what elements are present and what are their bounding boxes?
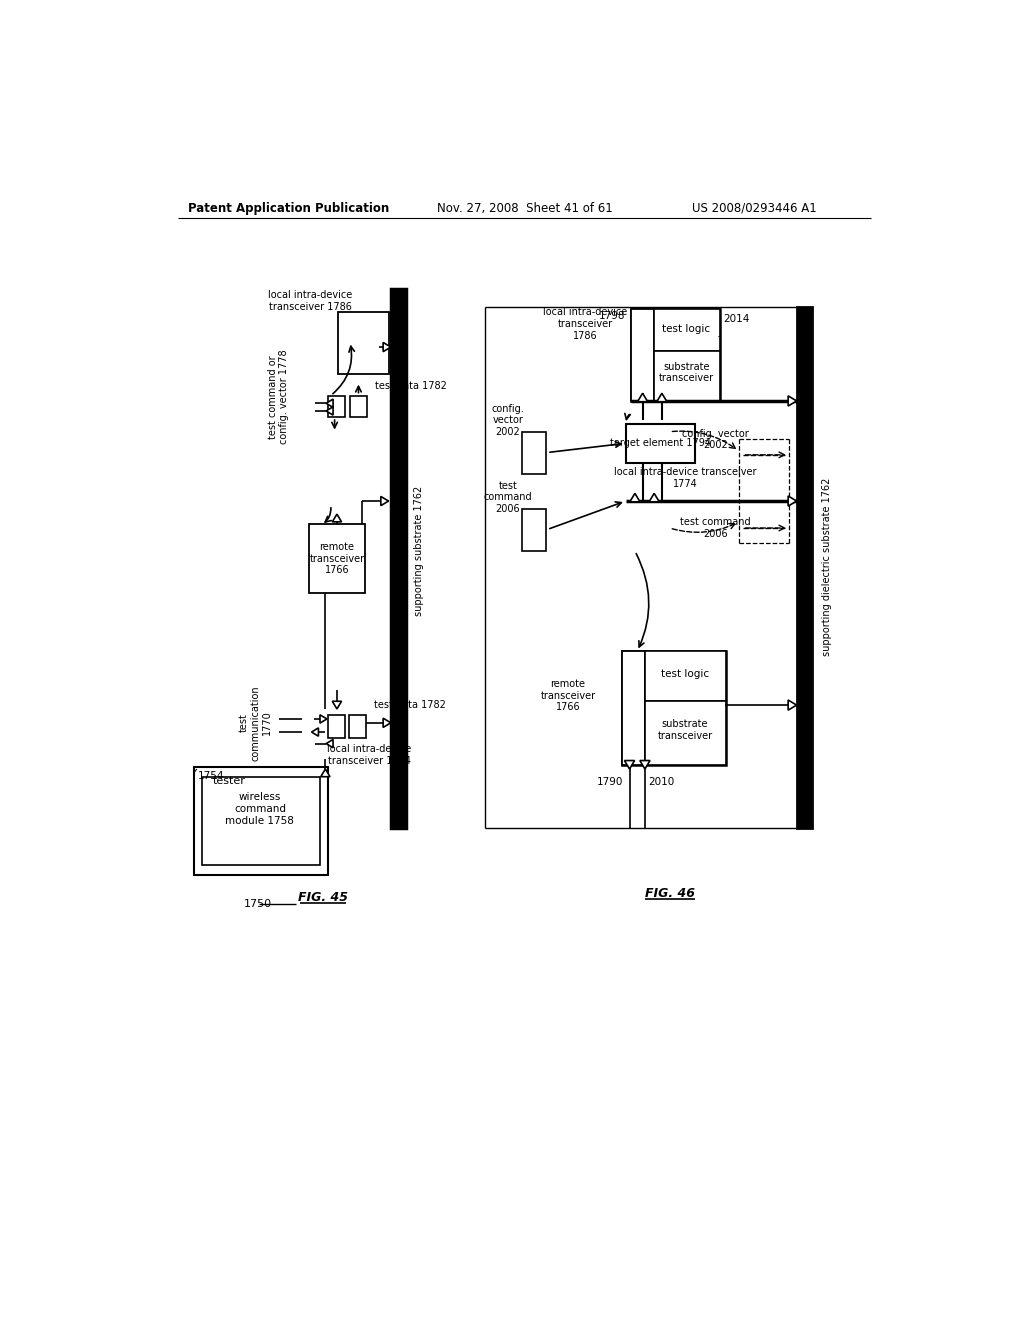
Text: local intra-device
transceiver 1774: local intra-device transceiver 1774 <box>327 744 412 766</box>
Text: supporting substrate 1762: supporting substrate 1762 <box>415 486 424 616</box>
Bar <box>622 651 645 766</box>
Text: Patent Application Publication: Patent Application Publication <box>187 202 389 215</box>
Text: test data 1782: test data 1782 <box>375 380 446 391</box>
Text: Nov. 27, 2008  Sheet 41 of 61: Nov. 27, 2008 Sheet 41 of 61 <box>437 202 612 215</box>
Bar <box>797 308 812 829</box>
Bar <box>631 309 720 401</box>
Bar <box>339 313 388 374</box>
Polygon shape <box>333 701 342 709</box>
Bar <box>654 351 720 401</box>
Bar <box>328 396 345 417</box>
Text: 2010: 2010 <box>648 777 674 787</box>
Polygon shape <box>640 760 650 770</box>
Polygon shape <box>381 496 388 506</box>
Text: test command or
config. vector 1778: test command or config. vector 1778 <box>267 350 289 445</box>
Polygon shape <box>333 515 342 521</box>
Polygon shape <box>311 727 318 737</box>
Polygon shape <box>326 407 333 414</box>
Text: test
command
2006: test command 2006 <box>483 480 532 513</box>
Text: supporting dielectric substrate 1762: supporting dielectric substrate 1762 <box>822 478 833 656</box>
Text: test command
2006: test command 2006 <box>680 517 751 539</box>
Polygon shape <box>321 770 330 776</box>
Polygon shape <box>625 760 635 770</box>
Polygon shape <box>383 342 391 351</box>
Text: local intra-device transceiver
1774: local intra-device transceiver 1774 <box>613 467 756 488</box>
Text: remote
transceiver
1766: remote transceiver 1766 <box>541 680 596 713</box>
Bar <box>622 651 726 766</box>
Text: config.
vector
2002: config. vector 2002 <box>492 404 524 437</box>
Bar <box>349 715 367 738</box>
Bar <box>202 776 319 866</box>
Polygon shape <box>656 393 667 401</box>
Text: substrate
transceiver: substrate transceiver <box>658 362 714 383</box>
Polygon shape <box>630 494 640 502</box>
Bar <box>521 432 547 474</box>
Text: config. vector
2002: config. vector 2002 <box>682 429 750 450</box>
Bar <box>521 508 547 552</box>
Polygon shape <box>326 739 333 747</box>
Text: test logic: test logic <box>660 669 709 680</box>
Text: test logic: test logic <box>663 325 711 334</box>
Bar <box>645 701 726 766</box>
Text: US 2008/0293446 A1: US 2008/0293446 A1 <box>692 202 816 215</box>
Bar <box>654 309 720 351</box>
Text: 2014: 2014 <box>724 314 750 323</box>
Bar <box>309 524 365 594</box>
Text: target element 1794: target element 1794 <box>610 438 711 449</box>
Bar <box>194 767 329 875</box>
Text: substrate
transceiver: substrate transceiver <box>657 719 713 741</box>
Bar <box>350 396 367 417</box>
Text: test data 1782: test data 1782 <box>374 700 445 710</box>
Polygon shape <box>383 718 391 727</box>
Polygon shape <box>319 715 327 723</box>
Text: 1750: 1750 <box>244 899 272 908</box>
Text: test
communication
1770: test communication 1770 <box>239 685 272 760</box>
Polygon shape <box>788 396 797 407</box>
Text: FIG. 46: FIG. 46 <box>644 887 694 900</box>
Bar <box>631 309 654 401</box>
Polygon shape <box>638 393 648 401</box>
Polygon shape <box>649 494 659 502</box>
Bar <box>645 651 726 701</box>
Text: wireless
command
module 1758: wireless command module 1758 <box>225 792 294 825</box>
Text: tester: tester <box>213 776 246 785</box>
Bar <box>328 715 345 738</box>
Text: local intra-device
transceiver 1786: local intra-device transceiver 1786 <box>268 290 352 312</box>
Bar <box>626 424 695 462</box>
Polygon shape <box>788 700 797 710</box>
Text: 1798: 1798 <box>599 312 626 321</box>
Text: 1790: 1790 <box>597 777 624 787</box>
Text: FIG. 45: FIG. 45 <box>298 891 348 904</box>
Text: local intra-device
transceiver
1786: local intra-device transceiver 1786 <box>543 308 627 341</box>
Polygon shape <box>326 399 333 408</box>
Bar <box>391 289 407 829</box>
Text: remote
transceiver
1766: remote transceiver 1766 <box>309 543 365 576</box>
Polygon shape <box>788 496 797 506</box>
Text: 1754: 1754 <box>198 771 224 780</box>
